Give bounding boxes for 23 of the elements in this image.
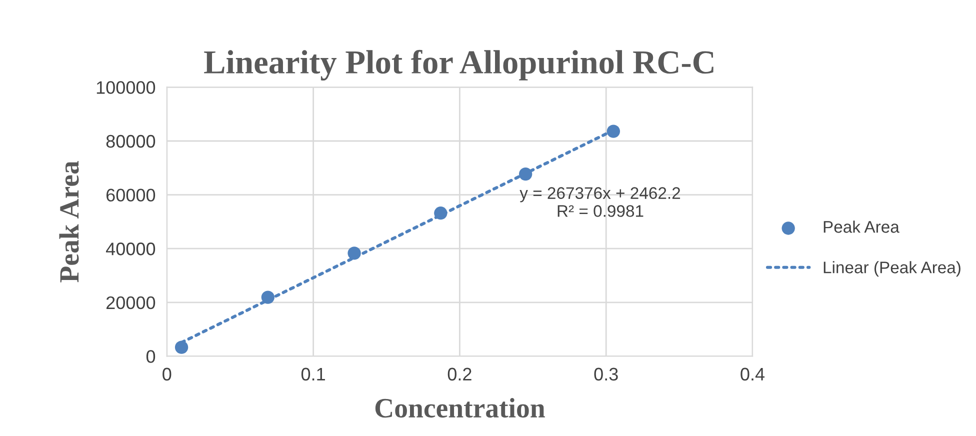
x-tick-label: 0.1 — [301, 368, 325, 381]
x-tick-label: 0.3 — [594, 368, 618, 381]
y-tick-label: 100000 — [96, 81, 156, 94]
x-tick-label: 0.2 — [448, 368, 472, 381]
x-axis-title: Concentration — [375, 398, 545, 418]
point — [348, 246, 361, 260]
annotation: y = 267376x + 2462.2 R² = 0.9981 — [520, 187, 680, 217]
y-tick-label: 40000 — [106, 242, 156, 256]
point — [606, 124, 620, 138]
y-tick-label: 0 — [146, 350, 156, 363]
x-tick-label: 0 — [162, 368, 172, 381]
y-tick-label: 60000 — [106, 188, 156, 202]
point — [434, 206, 448, 220]
y-axis-title: Peak Area — [59, 161, 79, 282]
legend-label: Peak Area — [824, 220, 900, 233]
y-tick-label: 80000 — [106, 134, 156, 148]
point — [174, 340, 188, 354]
point — [261, 290, 274, 304]
chart-title: Linearity Plot for Allopurinol RC-C — [204, 50, 714, 81]
legend-label: Linear (Peak Area) — [824, 261, 960, 277]
x-tick-label: 0.4 — [740, 368, 765, 381]
y-tick-label: 20000 — [106, 296, 156, 310]
point — [518, 168, 532, 181]
